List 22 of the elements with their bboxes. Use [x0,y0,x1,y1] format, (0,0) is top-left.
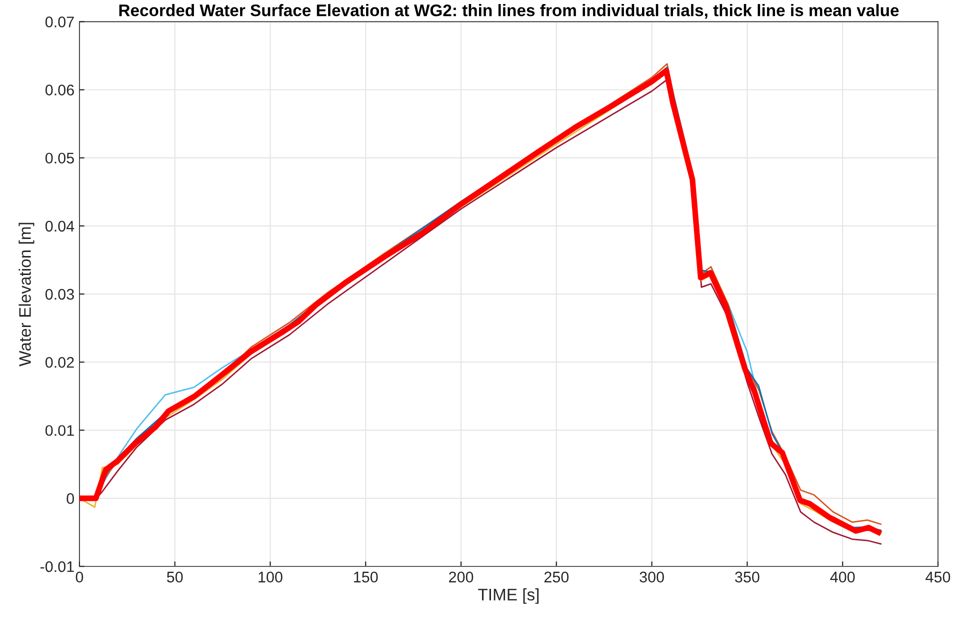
x-tick-label: 450 [926,572,950,582]
x-tick-label: 400 [830,572,855,582]
chart-title: Recorded Water Surface Elevation at WG2: thin lines from individual trials, thick line is mean value [119,4,899,19]
x-tick-label: 50 [166,572,183,582]
y-tick-label: 0.05 [45,152,74,164]
y-tick-label: 0.01 [45,425,74,436]
x-tick-label: 0 [76,572,84,582]
x-tick-label: 200 [449,572,474,582]
x-tick-label: 100 [258,572,282,582]
y-tick-label: 0.03 [45,288,74,300]
x-tick-label: 350 [735,572,760,582]
y-tick-label: -0.01 [40,561,74,572]
x-tick-label: 250 [544,572,569,582]
x-axis-title: TIME [s] [478,588,539,604]
y-tick-label: 0.06 [45,84,74,96]
y-tick-label: 0.07 [45,16,74,28]
y-tick-label: 0.04 [45,220,74,232]
y-tick-label: 0.02 [45,356,74,368]
y-tick-label: 0 [66,493,74,504]
x-tick-label: 150 [354,572,378,582]
y-axis-title: Water Elevation [m] [18,222,34,366]
x-tick-label: 300 [640,572,664,582]
